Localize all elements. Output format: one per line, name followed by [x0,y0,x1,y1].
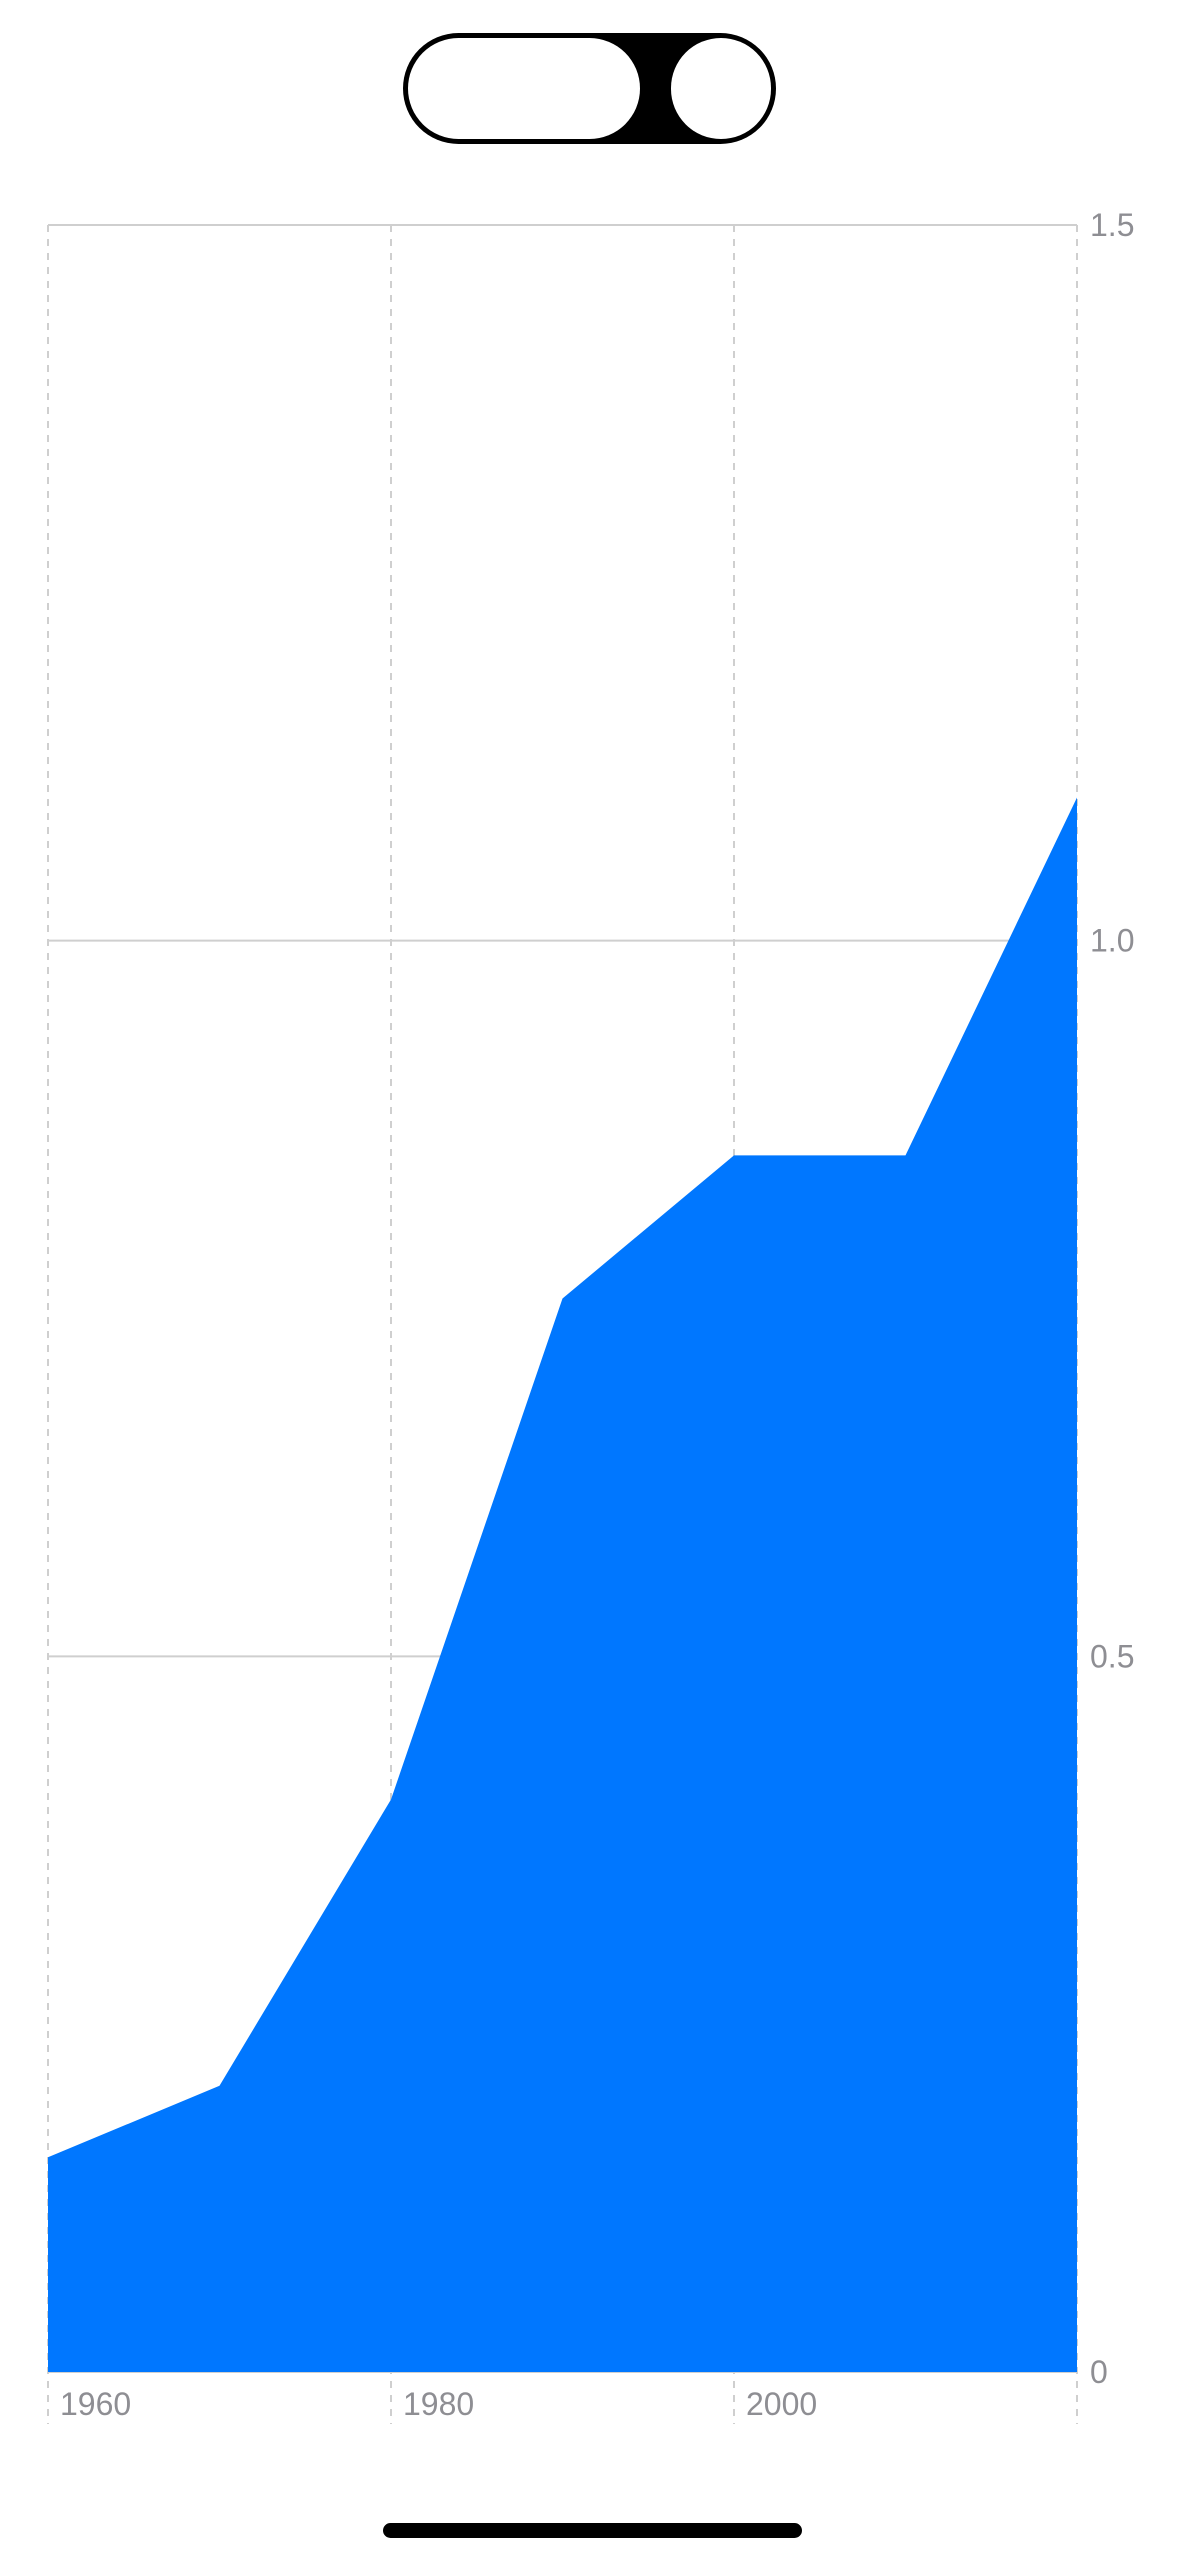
area-chart: 0 0.5 1.0 1.5 1960 1980 2000 [47,207,1134,2424]
toggle-option-right[interactable] [671,38,771,139]
y-tick-label: 1.5 [1090,207,1134,243]
tick-labels: 0 0.5 1.0 1.5 1960 1980 2000 [60,207,1134,2422]
y-tick-label: 1.0 [1090,923,1134,959]
y-tick-label: 0.5 [1090,1638,1134,1674]
segmented-toggle[interactable] [403,33,776,144]
y-tick-label: 0 [1090,2354,1108,2390]
x-tick-label: 1980 [403,2386,474,2422]
toggle-option-left[interactable] [408,38,640,139]
area-series [48,797,1077,2372]
x-tick-label: 1960 [60,2386,131,2422]
home-indicator [383,2523,802,2538]
x-tick-label: 2000 [746,2386,817,2422]
area-fill [48,797,1077,2372]
